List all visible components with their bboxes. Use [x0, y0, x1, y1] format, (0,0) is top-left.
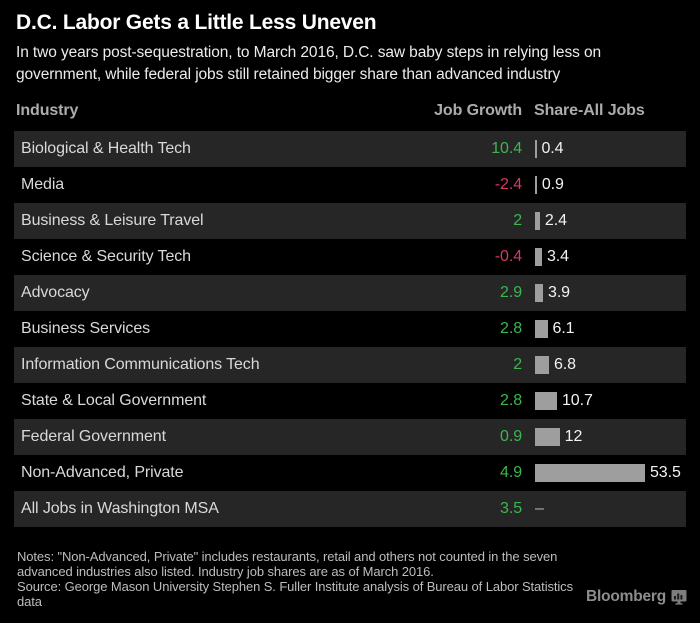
- column-header-industry: Industry: [16, 102, 79, 119]
- source-text: Source: George Mason University Stephen …: [17, 579, 573, 609]
- job-growth-value: 2.8: [500, 392, 522, 409]
- share-bar: [535, 428, 560, 446]
- column-header-job-growth: Job Growth: [434, 102, 522, 119]
- share-value: 0.4: [541, 140, 564, 157]
- job-growth-value: 2: [513, 356, 522, 373]
- share-bar: [535, 140, 537, 158]
- job-growth-value: -0.4: [494, 248, 522, 265]
- table-row: All Jobs in Washington MSA 3.5–: [14, 491, 686, 527]
- table-row: Advocacy 2.9 3.9: [14, 275, 686, 311]
- industry-label: State & Local Government: [21, 392, 207, 409]
- share-value: 6.8: [553, 356, 576, 373]
- column-header-share-all-jobs: Share-All Jobs: [534, 102, 645, 119]
- table-row: Information Communications Tech 2 6.8: [14, 347, 686, 383]
- share-dash: –: [535, 500, 544, 517]
- industry-label: Information Communications Tech: [21, 356, 260, 373]
- share-bar: [535, 392, 557, 410]
- industry-label: Science & Security Tech: [21, 248, 191, 265]
- industry-label: Advocacy: [21, 284, 90, 301]
- job-growth-value: 10.4: [491, 140, 522, 157]
- bloomberg-branding: Bloomberg: [586, 588, 687, 606]
- job-growth-value: 2.8: [500, 320, 522, 337]
- chart-title: D.C. Labor Gets a Little Less Uneven: [16, 11, 377, 34]
- share-bar: [535, 464, 645, 482]
- job-growth-value: 2.9: [500, 284, 522, 301]
- job-growth-value: 2: [513, 212, 522, 229]
- job-growth-value: 4.9: [500, 464, 522, 481]
- share-bar: [535, 212, 540, 230]
- table-row: State & Local Government 2.8 10.7: [14, 383, 686, 419]
- terminal-chart-icon: [671, 590, 687, 605]
- chart-subtitle: In two years post-sequestration, to Marc…: [16, 44, 601, 83]
- share-bar: [535, 176, 537, 194]
- table-row: Media -2.4 0.9: [14, 167, 686, 203]
- share-bar: [535, 284, 544, 302]
- share-value: 10.7: [562, 392, 593, 409]
- table-row: Science & Security Tech -0.4 3.4: [14, 239, 686, 275]
- table-row: Biological & Health Tech 10.4 0.4: [14, 131, 686, 167]
- share-value: 3.9: [548, 284, 570, 301]
- share-bar: [535, 248, 542, 266]
- footnotes: Notes: "Non-Advanced, Private" includes …: [17, 549, 579, 609]
- industry-label: Federal Government: [21, 428, 166, 445]
- job-growth-value: 3.5: [500, 500, 522, 517]
- table-row: Business & Leisure Travel 2 2.4: [14, 203, 686, 239]
- share-value: 53.5: [650, 464, 681, 481]
- share-bar: [535, 320, 548, 338]
- industry-label: All Jobs in Washington MSA: [21, 500, 219, 517]
- share-value: 12: [564, 428, 583, 445]
- table-row: Business Services 2.8 6.1: [14, 311, 686, 347]
- job-growth-value: 0.9: [500, 428, 522, 445]
- industry-label: Biological & Health Tech: [21, 140, 191, 157]
- industry-label: Non-Advanced, Private: [21, 464, 184, 481]
- industry-label: Media: [21, 176, 65, 193]
- notes-text: Notes: "Non-Advanced, Private" includes …: [17, 549, 558, 579]
- share-value: 3.4: [546, 248, 569, 265]
- share-value: 0.9: [541, 176, 564, 193]
- industry-table: Biological & Health Tech 10.4 0.4 Media -2.4…: [14, 131, 686, 527]
- column-headers: Industry Job Growth Share-All Jobs: [0, 102, 700, 124]
- bloomberg-logo: Bloomberg: [585, 588, 666, 605]
- share-value: 6.1: [552, 320, 575, 337]
- table-row: Federal Government 0.9 12: [14, 419, 686, 455]
- industry-label: Business & Leisure Travel: [21, 212, 204, 229]
- share-bar: [535, 356, 549, 374]
- industry-label: Business Services: [21, 320, 151, 337]
- job-growth-value: -2.4: [494, 176, 522, 193]
- table-row: Non-Advanced, Private 4.9 53.5: [14, 455, 686, 491]
- share-value: 2.4: [544, 212, 567, 229]
